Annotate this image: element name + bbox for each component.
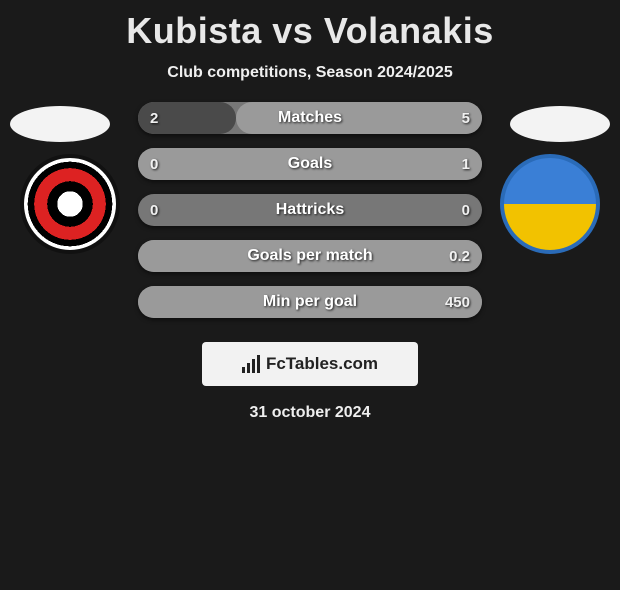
- comparison-panel: 2 Matches 5 0 Goals 1 0 Hattricks 0 Goals per mat…: [0, 102, 620, 422]
- watermark: FcTables.com: [202, 342, 418, 386]
- date-label: 31 october 2024: [0, 404, 620, 422]
- stat-label: Hattricks: [276, 201, 344, 219]
- stat-value-right: 1: [462, 156, 470, 173]
- flag-left: [10, 106, 110, 142]
- stat-row: 0 Hattricks 0: [138, 194, 482, 226]
- club-badge-right: [500, 154, 600, 254]
- chart-icon: [242, 355, 260, 373]
- stat-label: Matches: [278, 109, 342, 127]
- flag-right: [510, 106, 610, 142]
- stat-value-right: 0: [462, 202, 470, 219]
- stat-row: 2 Matches 5: [138, 102, 482, 134]
- stat-row: 0 Goals 1: [138, 148, 482, 180]
- stat-row: Min per goal 450: [138, 286, 482, 318]
- watermark-text: FcTables.com: [266, 354, 378, 374]
- stats-list: 2 Matches 5 0 Goals 1 0 Hattricks 0 Goals per mat…: [138, 102, 482, 318]
- club-badge-left: [20, 154, 120, 254]
- stat-value-left: 0: [150, 156, 158, 173]
- stat-label: Min per goal: [263, 293, 357, 311]
- stat-value-left: 2: [150, 110, 158, 127]
- stat-label: Goals: [288, 155, 332, 173]
- stat-value-right: 450: [445, 294, 470, 311]
- stat-row: Goals per match 0.2: [138, 240, 482, 272]
- stat-fill-right: [236, 102, 482, 134]
- stat-value-left: 0: [150, 202, 158, 219]
- page-title: Kubista vs Volanakis: [0, 10, 620, 52]
- stat-value-right: 0.2: [449, 248, 470, 265]
- subtitle: Club competitions, Season 2024/2025: [0, 64, 620, 82]
- stat-value-right: 5: [462, 110, 470, 127]
- stat-label: Goals per match: [247, 247, 372, 265]
